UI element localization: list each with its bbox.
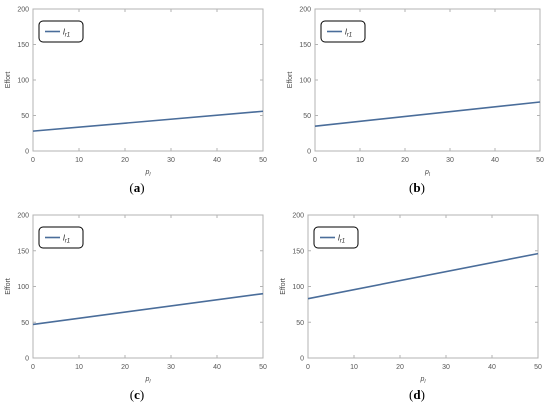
chart-b: 0 10 20 30 40 50 0 50 100 150 200 pl Effort lr1 [287,7,544,179]
x-tick-label: 50 [259,364,267,371]
x-tick-label: 0 [313,157,317,164]
y-tick-label: 0 [300,356,304,363]
series-line [32,110,264,132]
x-tick-label: 40 [213,364,221,371]
x-tick-label: 20 [121,157,129,164]
x-tick-label: 10 [75,157,83,164]
x-tick-label: 0 [31,364,35,371]
y-tick-label: 0 [25,149,29,156]
panel-c: 0 10 20 30 40 50 0 50 100 150 200 pl Effort lr1 (c) [0,204,275,407]
y-tick-label: 150 [17,248,29,255]
y-axis-label: Effort [280,278,287,295]
x-axis-label: pl [419,376,426,385]
series-line [32,292,264,326]
panel-d: 0 10 20 30 40 50 0 50 100 150 200 pl Effort lr1 (d) [275,204,550,407]
panel-a: 0 10 20 30 40 50 0 50 100 150 200 pl Effort lr1 (a) [0,0,275,203]
x-tick-label: 20 [396,364,404,371]
caption-a: (a) [129,180,145,195]
x-tick-label: 20 [121,364,129,371]
x-tick-label: 30 [446,157,454,164]
caption-c: (c) [129,387,145,402]
series-line [307,252,539,300]
chart-a: 0 10 20 30 40 50 0 50 100 150 200 pl Effort lr1 [5,7,267,179]
legend-box [38,20,84,43]
y-tick-label: 50 [296,320,304,327]
y-axis-label: Effort [5,72,12,89]
y-tick-label: 150 [299,42,311,49]
y-tick-label: 150 [292,248,304,255]
x-tick-label: 30 [167,364,175,371]
y-tick-label: 100 [17,284,29,291]
x-tick-label: 20 [401,157,409,164]
y-tick-label: 200 [17,213,29,220]
x-tick-label: 10 [75,364,83,371]
legend-label: lr1 [338,234,345,245]
y-tick-label: 50 [303,113,311,120]
y-tick-label: 150 [17,42,29,49]
y-tick-label: 0 [25,356,29,363]
y-tick-label: 100 [292,284,304,291]
x-axis-label: pl [144,376,151,385]
x-tick-label: 50 [536,157,544,164]
caption-b: (b) [409,180,425,195]
x-tick-label: 40 [491,157,499,164]
y-tick-label: 200 [17,7,29,14]
x-tick-label: 10 [350,364,358,371]
y-axis-label: Effort [287,72,294,89]
legend-box [38,226,84,249]
y-tick-label: 0 [307,149,311,156]
y-tick-label: 50 [21,320,29,327]
chart-d: 0 10 20 30 40 50 0 50 100 150 200 pl Effort lr1 [280,213,542,386]
x-tick-label: 30 [442,364,450,371]
panel-b: 0 10 20 30 40 50 0 50 100 150 200 pl Effort lr1 (b) [275,0,550,203]
y-tick-label: 200 [292,213,304,220]
x-tick-label: 40 [213,157,221,164]
chart-c: 0 10 20 30 40 50 0 50 100 150 200 pl Effort lr1 [5,213,267,386]
x-axis-label: pl [424,169,431,178]
y-tick-label: 50 [21,113,29,120]
legend-box [313,226,359,249]
legend-box [320,20,366,43]
x-tick-label: 0 [31,157,35,164]
y-tick-label: 100 [17,78,29,85]
x-tick-label: 50 [259,157,267,164]
x-tick-label: 40 [488,364,496,371]
caption-d: (d) [409,387,425,402]
x-tick-label: 10 [356,157,364,164]
x-axis-label: pl [144,169,151,178]
legend-label: lr1 [345,28,352,39]
x-tick-label: 50 [534,364,542,371]
x-tick-label: 30 [167,157,175,164]
y-tick-label: 100 [299,78,311,85]
series-line [314,101,541,127]
y-tick-label: 200 [299,7,311,14]
x-tick-label: 0 [306,364,310,371]
y-axis-label: Effort [5,278,12,295]
legend-label: lr1 [63,28,70,39]
legend-label: lr1 [63,234,70,245]
